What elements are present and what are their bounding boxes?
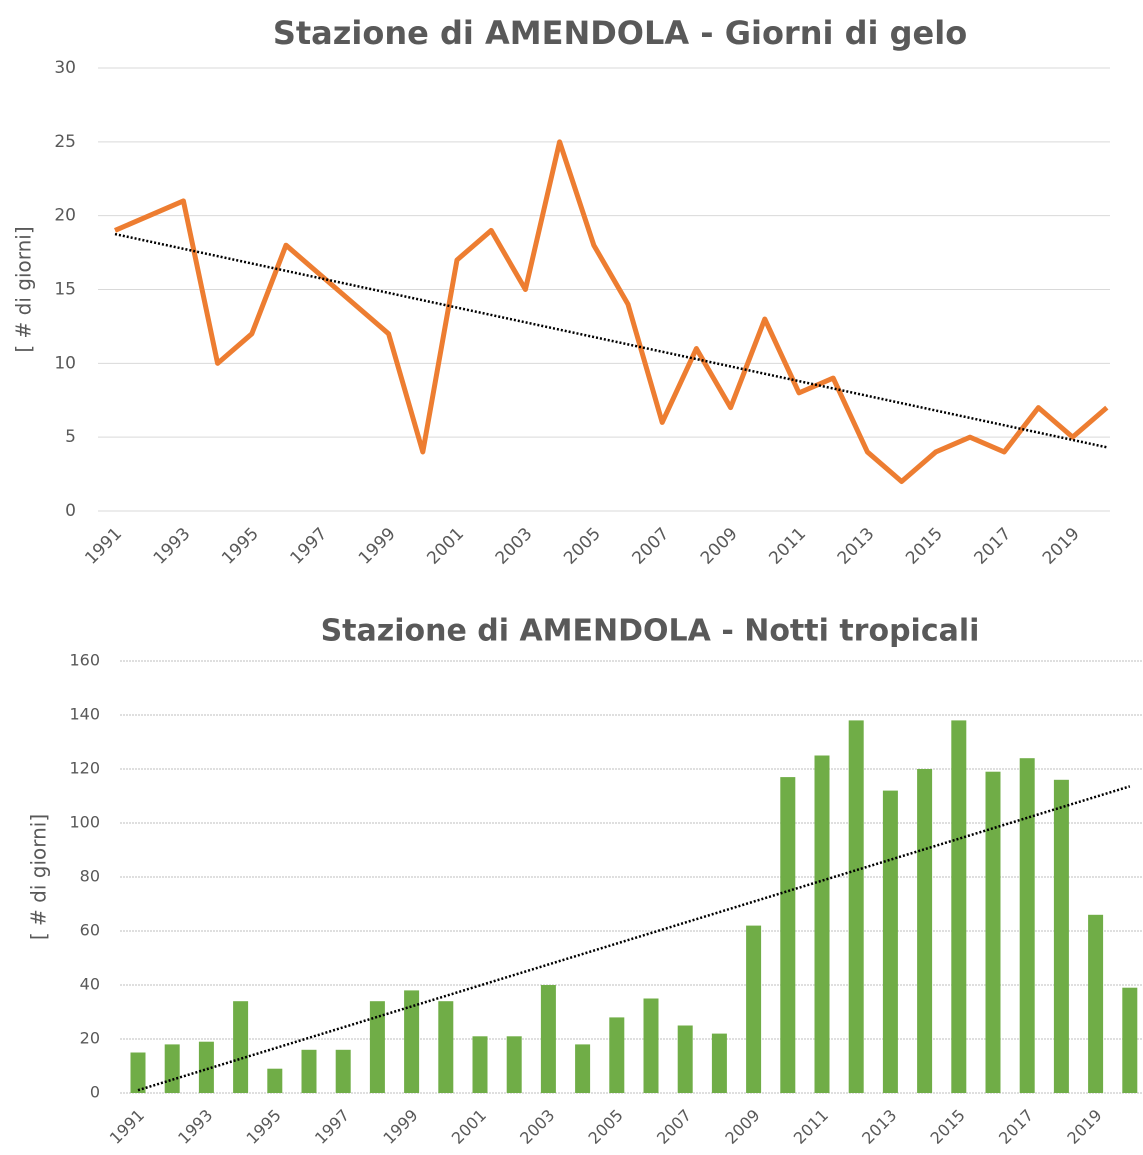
- y-tick-label: 60: [80, 921, 100, 940]
- y-axis-label: [ # di giorni]: [27, 814, 51, 940]
- bar: [1088, 914, 1104, 1093]
- x-tick-label: 2011: [790, 1106, 832, 1148]
- y-tick-label: 15: [54, 280, 76, 300]
- bar: [643, 998, 659, 1093]
- bar: [301, 1049, 317, 1093]
- x-tick-label: 2005: [585, 1106, 627, 1148]
- x-tick-label: 2019: [1039, 524, 1084, 569]
- y-tick-label: 20: [54, 206, 76, 226]
- bar: [335, 1049, 351, 1093]
- y-tick-label: 40: [80, 975, 100, 994]
- x-tick-label: 2017: [995, 1106, 1037, 1148]
- y-axis-label: [ # di giorni]: [12, 226, 36, 352]
- x-tick-label: 2007: [629, 524, 674, 569]
- chart-title: Stazione di AMENDOLA - Notti tropicali: [321, 614, 980, 649]
- bar: [1122, 987, 1138, 1093]
- bar: [575, 1044, 591, 1093]
- y-tick-label: 30: [54, 58, 76, 78]
- bar: [985, 771, 1001, 1093]
- bar: [404, 990, 420, 1093]
- bar: [780, 777, 796, 1093]
- y-tick-label: 0: [90, 1083, 100, 1102]
- y-tick-label: 100: [69, 813, 100, 832]
- x-tick-label: 1997: [287, 524, 332, 569]
- x-tick-label: 2001: [423, 524, 468, 569]
- bar: [814, 755, 830, 1093]
- bar: [1019, 758, 1035, 1093]
- x-tick-label: 2003: [492, 524, 537, 569]
- bar: [848, 720, 864, 1093]
- bar: [609, 1017, 625, 1093]
- chart-title: Stazione di AMENDOLA - Giorni di gelo: [273, 14, 967, 52]
- x-tick-label: 1995: [218, 524, 263, 569]
- y-tick-label: 20: [80, 1029, 100, 1048]
- bar: [746, 925, 762, 1093]
- bar: [1053, 779, 1069, 1093]
- y-tick-label: 5: [65, 427, 76, 447]
- bar: [438, 1001, 454, 1093]
- x-tick-label: 1993: [150, 524, 195, 569]
- bar: [198, 1041, 214, 1093]
- x-tick-label: 1991: [106, 1106, 148, 1148]
- bar: [472, 1036, 488, 1093]
- y-tick-label: 0: [65, 501, 76, 521]
- x-tick-label: 2013: [858, 1106, 900, 1148]
- y-tick-label: 140: [69, 705, 100, 724]
- bar: [130, 1052, 146, 1093]
- x-tick-label: 1991: [81, 524, 126, 569]
- bar: [540, 985, 556, 1093]
- trendline: [137, 785, 1131, 1092]
- x-tick-label: 2007: [653, 1106, 695, 1148]
- x-tick-label: 1999: [355, 524, 400, 569]
- x-tick-label: 1995: [243, 1106, 285, 1148]
- x-tick-label: 1999: [379, 1106, 421, 1148]
- bar: [677, 1025, 693, 1093]
- y-tick-label: 120: [69, 759, 100, 778]
- bar: [951, 720, 967, 1093]
- x-tick-label: 2009: [721, 1106, 763, 1148]
- x-tick-label: 2003: [516, 1106, 558, 1148]
- bar: [711, 1033, 727, 1093]
- x-tick-label: 2009: [697, 524, 742, 569]
- x-tick-label: 2013: [834, 524, 879, 569]
- bar: [267, 1068, 283, 1093]
- y-tick-label: 160: [69, 651, 100, 670]
- x-tick-label: 2017: [971, 524, 1016, 569]
- x-tick-label: 1993: [174, 1106, 216, 1148]
- x-tick-label: 2005: [560, 524, 605, 569]
- bar: [506, 1036, 522, 1093]
- x-tick-label: 1997: [311, 1106, 353, 1148]
- x-tick-label: 2001: [448, 1106, 490, 1148]
- trendline: [114, 232, 1108, 449]
- bar: [882, 790, 898, 1093]
- y-tick-label: 10: [54, 353, 76, 373]
- bar: [164, 1044, 180, 1093]
- x-tick-label: 2011: [765, 524, 810, 569]
- bar: [233, 1001, 249, 1093]
- x-tick-label: 2019: [1063, 1106, 1105, 1148]
- bar: [369, 1001, 385, 1093]
- bar: [917, 769, 933, 1093]
- x-tick-label: 2015: [902, 524, 947, 569]
- x-tick-label: 2015: [927, 1106, 969, 1148]
- line: [114, 139, 1109, 484]
- y-tick-label: 25: [54, 132, 76, 152]
- y-tick-label: 80: [80, 867, 100, 886]
